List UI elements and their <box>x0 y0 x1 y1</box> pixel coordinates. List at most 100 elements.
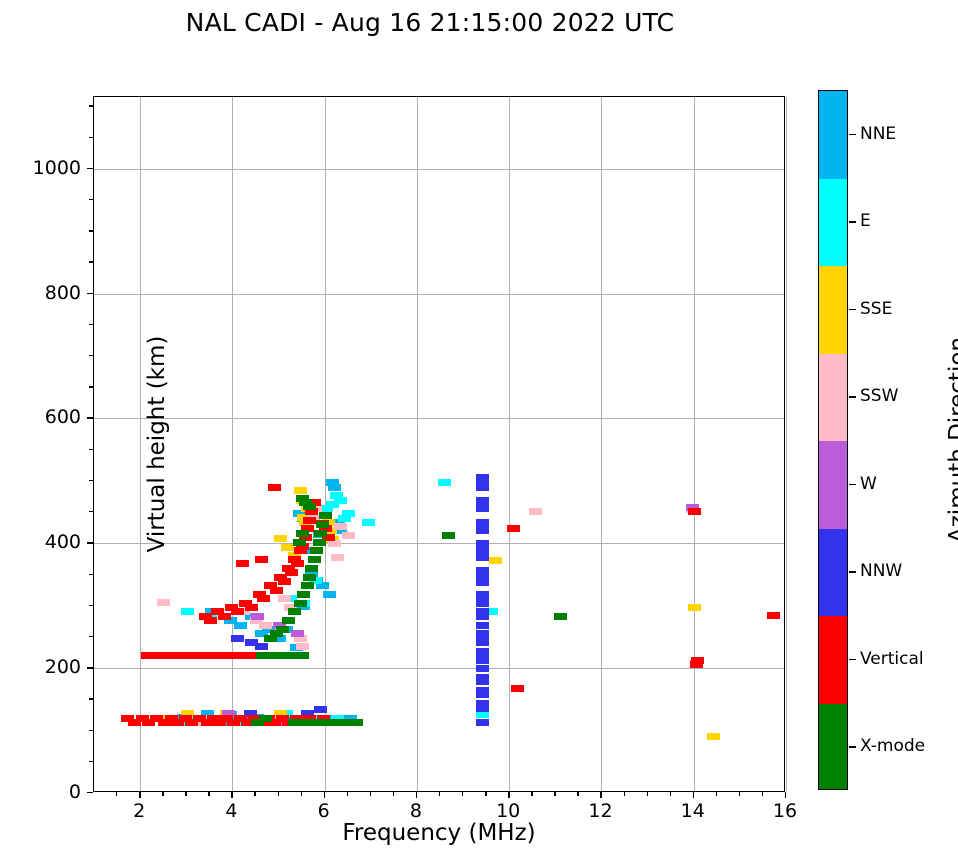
data-point <box>475 639 489 647</box>
y-tick-minor <box>89 261 93 263</box>
data-point <box>245 604 259 612</box>
data-point <box>438 479 452 487</box>
data-point <box>269 630 283 638</box>
data-point <box>128 718 142 726</box>
data-point <box>331 714 345 722</box>
data-point <box>313 705 327 713</box>
data-point <box>244 710 258 718</box>
gridline-vertical <box>786 97 787 791</box>
data-point <box>291 560 305 568</box>
data-point <box>475 483 489 491</box>
colorbar-tick-label: X-mode <box>860 736 926 757</box>
colorbar-segment <box>819 441 847 529</box>
y-tick-label: 800 <box>44 281 81 304</box>
data-point <box>259 714 273 722</box>
data-point <box>274 534 288 542</box>
x-tick <box>692 792 695 798</box>
data-point <box>688 604 702 612</box>
data-point <box>211 608 225 616</box>
y-tick-minor <box>89 698 93 700</box>
data-point <box>686 503 700 511</box>
y-tick-minor <box>89 105 93 107</box>
y-tick-minor <box>89 511 93 513</box>
data-point <box>475 527 489 535</box>
data-point <box>261 625 275 633</box>
x-tick-minor <box>185 792 187 796</box>
data-point <box>326 479 340 487</box>
x-tick-label: 14 <box>680 800 705 822</box>
data-point <box>254 630 268 638</box>
gridline-horizontal <box>94 293 784 295</box>
data-point <box>165 714 178 722</box>
data-point <box>529 507 543 515</box>
data-point <box>475 578 489 586</box>
data-point <box>200 710 214 718</box>
y-tick <box>87 292 93 295</box>
data-point <box>475 553 489 561</box>
data-point <box>238 599 252 607</box>
data-point <box>141 718 155 726</box>
colorbar-segment <box>819 353 847 441</box>
y-tick-minor <box>89 386 93 388</box>
data-point <box>268 652 282 660</box>
data-point <box>475 505 489 513</box>
data-point <box>185 718 199 726</box>
data-point <box>488 556 502 564</box>
data-point <box>309 547 323 555</box>
data-point <box>475 599 489 607</box>
data-point <box>296 529 310 537</box>
data-point <box>251 718 265 726</box>
data-point <box>294 634 308 642</box>
colorbar-tick-label: W <box>860 473 877 494</box>
colorbar-tick <box>849 308 856 311</box>
data-point <box>475 665 489 673</box>
data-point <box>269 586 283 594</box>
chart-title: NAL CADI - Aug 16 21:15:00 2022 UTC <box>185 8 675 37</box>
x-tick-minor <box>646 792 648 796</box>
data-point <box>475 549 489 557</box>
data-point <box>296 542 310 550</box>
x-tick-minor <box>669 792 672 796</box>
x-axis-title: Frequency (MHz) <box>342 820 536 846</box>
data-point <box>199 612 213 620</box>
y-tick-minor <box>89 479 93 482</box>
data-point <box>251 612 265 620</box>
data-point <box>475 634 489 642</box>
data-point <box>288 552 302 560</box>
data-point <box>334 522 348 530</box>
data-point <box>475 522 489 530</box>
data-point <box>329 492 343 500</box>
y-tick-minor <box>89 573 93 575</box>
y-tick-label: 400 <box>44 531 81 554</box>
y-tick-minor <box>89 198 93 201</box>
data-point <box>248 714 262 722</box>
data-point <box>331 553 345 561</box>
data-point <box>284 569 298 577</box>
data-point <box>319 524 333 532</box>
data-point <box>268 483 282 491</box>
data-point <box>475 674 489 682</box>
data-point <box>441 531 455 539</box>
data-point <box>690 657 704 665</box>
data-point <box>236 652 250 660</box>
data-point <box>328 540 342 548</box>
colorbar-segment <box>819 616 847 704</box>
data-point <box>475 608 489 616</box>
x-tick <box>323 792 326 798</box>
x-tick <box>600 792 602 798</box>
data-point <box>689 660 703 668</box>
data-point <box>475 718 489 726</box>
data-point <box>475 687 489 695</box>
x-tick-minor <box>369 792 372 796</box>
colorbar-tick <box>849 746 856 748</box>
data-point <box>507 524 521 532</box>
x-tick-minor <box>392 792 395 796</box>
data-point <box>257 595 271 603</box>
data-point <box>298 498 312 506</box>
y-tick <box>87 542 93 544</box>
data-point <box>282 564 296 572</box>
data-point <box>326 501 340 509</box>
data-point <box>322 590 336 598</box>
y-tick-minor <box>89 604 93 607</box>
colorbar-tick-label: Vertical <box>860 648 924 669</box>
